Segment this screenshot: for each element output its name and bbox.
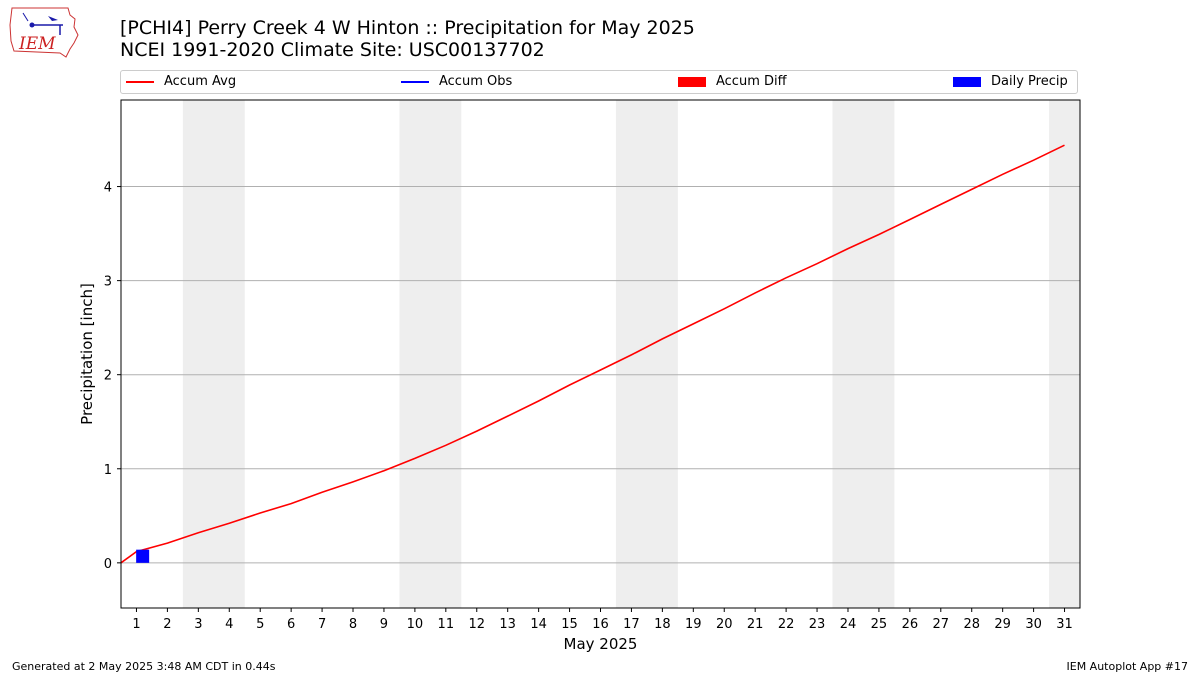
- accum-avg-line: [120, 144, 1065, 564]
- y-axis-label: Precipitation [inch]: [78, 283, 96, 425]
- x-tick-label: 21: [747, 617, 764, 632]
- x-tick-label: 29: [994, 617, 1011, 632]
- generated-timestamp: Generated at 2 May 2025 3:48 AM CDT in 0…: [12, 660, 276, 673]
- plot-area: [120, 99, 1081, 609]
- x-tick-label: 27: [933, 617, 950, 632]
- logo-text: IEM: [18, 34, 56, 54]
- series: [120, 144, 1065, 564]
- x-tick-label: 23: [809, 617, 826, 632]
- x-tick-label: 11: [438, 617, 455, 632]
- daily-precip-bar: [136, 549, 150, 563]
- legend-entry-accum-diff: Accum Diff: [678, 74, 787, 89]
- x-tick-label: 4: [225, 617, 233, 632]
- legend-label: Accum Avg: [164, 74, 237, 89]
- x-tick-label: 24: [840, 617, 857, 632]
- weekend-band: [1049, 100, 1080, 608]
- y-tick-label: 1: [104, 463, 112, 478]
- accum-obs-swatch: [401, 80, 429, 83]
- x-tick-label: 28: [963, 617, 980, 632]
- legend-label: Accum Obs: [439, 74, 513, 89]
- accum-avg-swatch: [126, 80, 154, 83]
- x-tick-label: 1: [132, 617, 140, 632]
- legend-entry-accum-obs: Accum Obs: [401, 74, 512, 89]
- app-credit: IEM Autoplot App #17: [1066, 660, 1189, 673]
- x-tick-label: 12: [468, 617, 485, 632]
- weekend-band: [615, 100, 678, 608]
- x-tick-label: 16: [592, 617, 609, 632]
- x-tick-label: 5: [256, 617, 264, 632]
- x-tick-label: 8: [349, 617, 357, 632]
- weekend-band: [399, 100, 462, 608]
- x-tick-label: 22: [778, 617, 795, 632]
- legend: Accum Avg Accum Obs Accum Diff Daily Pre…: [120, 70, 1078, 94]
- weekend-band: [832, 100, 895, 608]
- x-tick-label: 20: [716, 617, 733, 632]
- y-tick-label: 4: [104, 181, 112, 196]
- weekend-band: [182, 100, 245, 608]
- x-tick-label: 15: [561, 617, 578, 632]
- legend-entry-daily-precip: Daily Precip: [953, 74, 1068, 89]
- chart-title: [PCHI4] Perry Creek 4 W Hinton :: Precip…: [120, 17, 695, 39]
- x-tick-label: 6: [287, 617, 295, 632]
- daily-precip-swatch: [953, 76, 981, 87]
- accum-diff-swatch: [678, 76, 706, 87]
- x-tick-label: 26: [902, 617, 919, 632]
- y-tick-label: 0: [104, 557, 112, 572]
- legend-label: Accum Diff: [716, 74, 787, 89]
- x-tick-label: 9: [380, 617, 388, 632]
- x-tick-label: 30: [1025, 617, 1042, 632]
- legend-label: Daily Precip: [991, 74, 1068, 89]
- chart-subtitle: NCEI 1991-2020 Climate Site: USC00137702: [120, 39, 545, 61]
- weekend-shading: [182, 100, 1080, 608]
- x-axis-label: May 2025: [564, 635, 638, 653]
- x-tick-label: 25: [871, 617, 888, 632]
- x-tick-label: 13: [499, 617, 516, 632]
- x-tick-label: 19: [685, 617, 702, 632]
- iem-logo: IEM: [9, 7, 79, 58]
- y-tick-label: 2: [104, 369, 112, 384]
- x-tick-label: 3: [194, 617, 202, 632]
- x-tick-label: 18: [654, 617, 671, 632]
- x-tick-label: 14: [530, 617, 547, 632]
- x-tick-label: 10: [407, 617, 424, 632]
- x-tick-label: 7: [318, 617, 326, 632]
- grid: [121, 186, 1080, 564]
- x-tick-label: 17: [623, 617, 640, 632]
- y-tick-label: 3: [104, 275, 112, 290]
- legend-entry-accum-avg: Accum Avg: [126, 74, 236, 89]
- x-tick-label: 31: [1056, 617, 1073, 632]
- x-tick-label: 2: [163, 617, 171, 632]
